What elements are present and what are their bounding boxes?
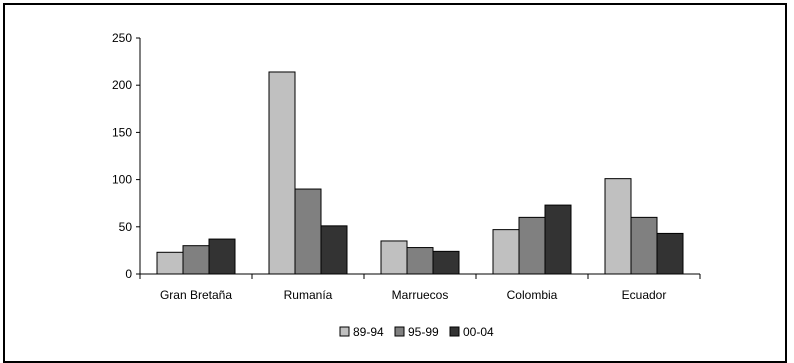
x-category-label: Marruecos (392, 288, 449, 302)
bar-00-04-marruecos (432, 250, 460, 275)
y-tick-label: 100 (112, 173, 132, 187)
x-category-label: Ecuador (622, 288, 667, 302)
bar-89-94-gran-bretaña (156, 251, 184, 275)
legend-label: 00-04 (463, 325, 494, 339)
y-axis: 0 50 100 150 200 250 (112, 31, 141, 281)
bar-00-04-ecuador (656, 232, 684, 275)
bar-95-99-colombia (518, 216, 546, 275)
legend-swatch (449, 326, 460, 337)
x-category-label: Colombia (507, 288, 558, 302)
y-tick-label: 250 (112, 31, 132, 45)
bars (156, 71, 684, 275)
x-category-label: Gran Bretaña (160, 288, 232, 302)
bar-00-04-colombia (544, 204, 572, 275)
bar-89-94-marruecos (380, 240, 408, 275)
legend-swatch (339, 326, 350, 337)
bar-95-99-marruecos (406, 247, 434, 275)
bar-89-94-rumanía (268, 71, 296, 275)
y-tick-label: 0 (125, 267, 132, 281)
y-tick-label: 200 (112, 78, 132, 92)
chart-frame (3, 3, 787, 363)
bar-95-99-rumanía (294, 188, 322, 275)
legend-label: 89-94 (353, 325, 384, 339)
legend-swatch (394, 326, 405, 337)
bar-00-04-gran-bretaña (208, 238, 236, 275)
y-tick-label: 50 (119, 220, 133, 234)
bar-00-04-rumanía (320, 225, 348, 275)
bar-95-99-ecuador (630, 216, 658, 275)
bar-89-94-colombia (492, 229, 520, 275)
x-axis: Gran Bretaña Rumanía Marruecos Colombia Ecua… (139, 273, 701, 302)
legend: 89-94 95-99 00-04 (339, 325, 494, 339)
bar-89-94-ecuador (604, 178, 632, 275)
legend-label: 95-99 (408, 325, 439, 339)
bar-95-99-gran-bretaña (182, 245, 210, 275)
y-tick-label: 150 (112, 125, 132, 139)
x-category-label: Rumanía (284, 288, 333, 302)
